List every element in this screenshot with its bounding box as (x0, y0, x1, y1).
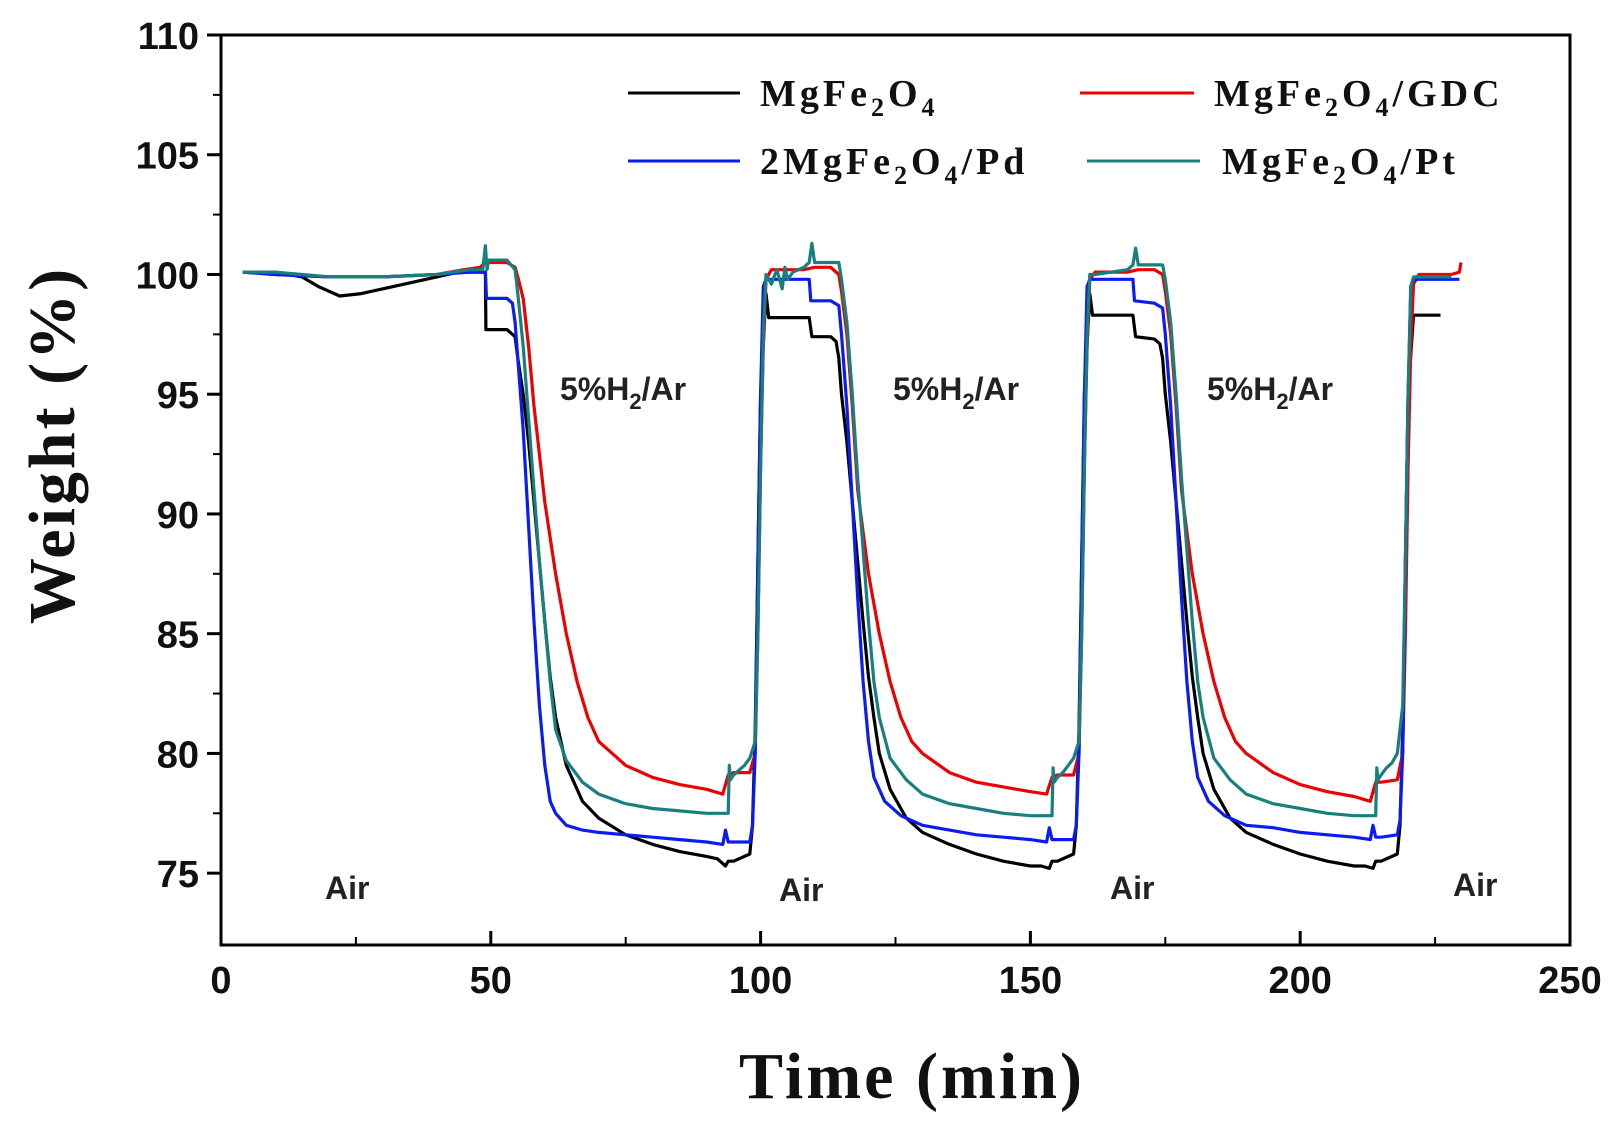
y-tick-label: 75 (157, 854, 199, 896)
annotation-air-4: Air (1453, 867, 1497, 903)
series-3-line (242, 270, 1460, 847)
y-tick-label: 110 (138, 16, 199, 58)
x-tick-label: 250 (1538, 960, 1601, 1002)
series-4-line (242, 241, 1452, 818)
x-tick-label: 150 (999, 960, 1062, 1002)
legend-label-series-2: MgFe2O4/GDC (1214, 73, 1504, 122)
y-tick-label: 80 (157, 734, 199, 776)
y-axis: 75 80 85 90 95 100 105 110 (136, 16, 221, 896)
series-1-line (242, 270, 1441, 871)
y-tick-label: 95 (157, 375, 199, 417)
annotation-air-1: Air (325, 870, 369, 906)
y-tick-label: 85 (157, 615, 199, 657)
y-tick-label: 105 (136, 136, 199, 178)
series-2-line (242, 260, 1463, 803)
annotations: 5%H2/Ar 5%H2/Ar 5%H2/Ar Air Air Air Air (325, 371, 1497, 908)
x-tick-label: 100 (729, 960, 792, 1002)
annotation-air-2: Air (779, 872, 823, 908)
x-tick-label: 50 (470, 960, 512, 1002)
legend-label-series-3: 2MgFe2O4/Pd (760, 141, 1028, 190)
y-tick-label: 100 (136, 255, 199, 297)
legend-label-series-4: MgFe2O4/Pt (1222, 141, 1459, 190)
legend: MgFe2O4 MgFe2O4/GDC 2MgFe2O4/Pd MgFe2O4/… (628, 73, 1504, 190)
annotation-reducing-2: 5%H2/Ar (893, 371, 1019, 414)
annotation-reducing-3: 5%H2/Ar (1207, 371, 1333, 414)
x-axis: 0 50 100 150 200 250 (210, 931, 1602, 1002)
series-layer (242, 241, 1463, 871)
legend-label-series-1: MgFe2O4 (760, 73, 939, 122)
x-axis-title: Time (min) (739, 1040, 1085, 1113)
annotation-air-3: Air (1110, 870, 1154, 906)
x-tick-label: 0 (210, 960, 231, 1002)
annotation-reducing-1: 5%H2/Ar (560, 371, 686, 414)
y-tick-label: 90 (157, 495, 199, 537)
y-axis-title: Weight (%) (16, 266, 89, 624)
x-tick-label: 200 (1268, 960, 1331, 1002)
